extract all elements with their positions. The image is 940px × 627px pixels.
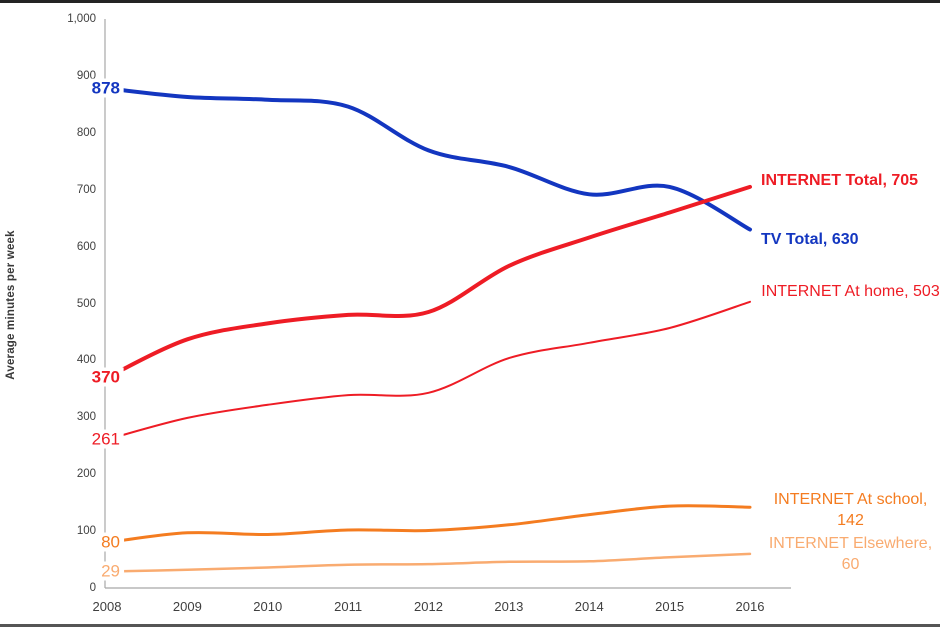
series-end-label-internet-at-home: INTERNET At home, 503 (761, 282, 940, 300)
y-tick-label: 800 (76, 126, 96, 139)
series-line-internet-elsewhere (105, 552, 752, 573)
x-tick-label: 2014 (574, 599, 604, 614)
y-tick-label: 400 (76, 354, 96, 367)
x-tick-label: 2015 (655, 599, 685, 614)
y-tick-label: 900 (76, 69, 96, 82)
x-tick-label: 2013 (494, 599, 524, 614)
x-tick-label: 2012 (414, 599, 443, 614)
x-tick-label: 2016 (735, 599, 765, 614)
y-tick-label: 0 (89, 582, 96, 594)
series-end-label-internet-elsewhere: INTERNET Elsewhere, 60 (768, 534, 933, 573)
series-line-internet-at-home (106, 300, 751, 441)
series-start-label-internet-total: 370 (89, 367, 124, 387)
y-tick-label: 300 (76, 411, 96, 424)
series-start-label-internet-elsewhere: 29 (99, 561, 124, 581)
y-tick-label: 100 (76, 525, 96, 538)
y-tick-label: 500 (76, 297, 96, 310)
y-tick-label: 700 (76, 183, 96, 196)
series-end-label-internet-at-school: INTERNET At school, 142 (773, 491, 928, 530)
series-line-tv-total (105, 86, 752, 232)
x-tick-label: 2009 (172, 599, 202, 614)
series-line-internet-at-school (105, 504, 752, 544)
plot-area (104, 19, 791, 589)
x-tick-label: 2008 (92, 599, 122, 614)
series-start-label-internet-at-school: 80 (99, 532, 124, 552)
x-tick-label: 2010 (253, 599, 283, 614)
series-start-label-internet-at-home: 261 (89, 429, 124, 449)
series-start-label-tv-total: 878 (89, 78, 124, 98)
x-tick-label: 2011 (334, 599, 363, 614)
y-tick-label: 1,000 (67, 13, 96, 25)
y-tick-label: 600 (76, 240, 96, 253)
series-line-internet-total (105, 184, 752, 380)
y-tick-label: 200 (76, 468, 96, 481)
series-end-label-internet-total: INTERNET Total, 705 (761, 171, 919, 189)
series-end-label-tv-total: TV Total, 630 (761, 230, 859, 248)
